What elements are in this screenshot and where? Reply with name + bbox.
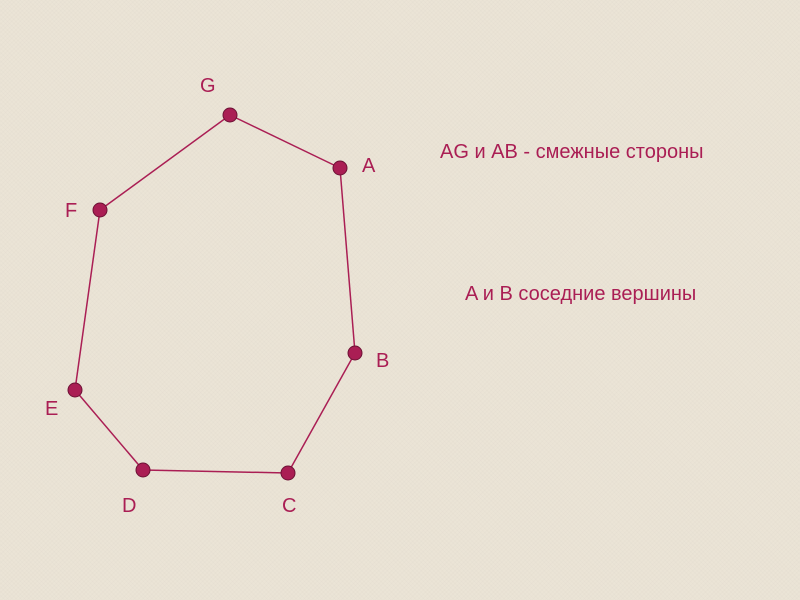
vertex-A <box>333 161 347 175</box>
vertex-label-C: C <box>282 495 296 518</box>
vertex-label-A: A <box>362 155 375 178</box>
edge-DE <box>75 390 143 470</box>
vertex-label-D: D <box>122 495 136 518</box>
edge-EF <box>75 210 100 390</box>
edge-CD <box>143 470 288 473</box>
edge-GA <box>230 115 340 168</box>
vertex-label-E: E <box>45 398 58 421</box>
vertex-label-B: B <box>376 350 389 373</box>
edge-BC <box>288 353 355 473</box>
vertex-label-F: F <box>65 200 77 223</box>
vertex-C <box>281 466 295 480</box>
edge-FG <box>100 115 230 210</box>
vertex-G <box>223 108 237 122</box>
vertex-F <box>93 203 107 217</box>
annotation-adjacent-vertices: A и B соседние вершины <box>465 280 725 308</box>
vertex-label-G: G <box>200 75 216 98</box>
vertex-E <box>68 383 82 397</box>
annotation-adjacent-sides: AG и AB - смежные стороны <box>440 138 720 166</box>
vertex-D <box>136 463 150 477</box>
vertex-B <box>348 346 362 360</box>
edge-AB <box>340 168 355 353</box>
